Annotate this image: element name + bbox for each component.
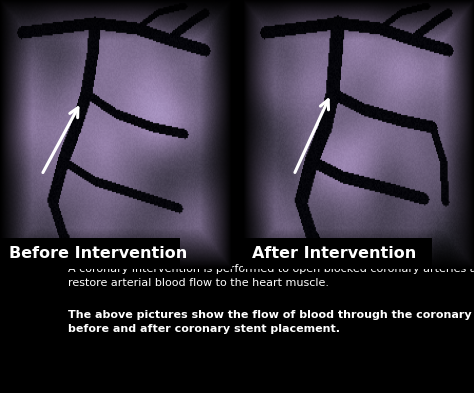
Text: After Intervention: After Intervention [252, 246, 417, 261]
Text: The above pictures show the flow of blood through the coronary arteries
before a: The above pictures show the flow of bloo… [68, 310, 474, 334]
Text: Before Intervention: Before Intervention [9, 246, 188, 261]
FancyBboxPatch shape [0, 238, 180, 269]
FancyBboxPatch shape [243, 238, 432, 269]
Text: A coronary intervention is performed to open blocked coronary arteries and
resto: A coronary intervention is performed to … [68, 264, 474, 288]
